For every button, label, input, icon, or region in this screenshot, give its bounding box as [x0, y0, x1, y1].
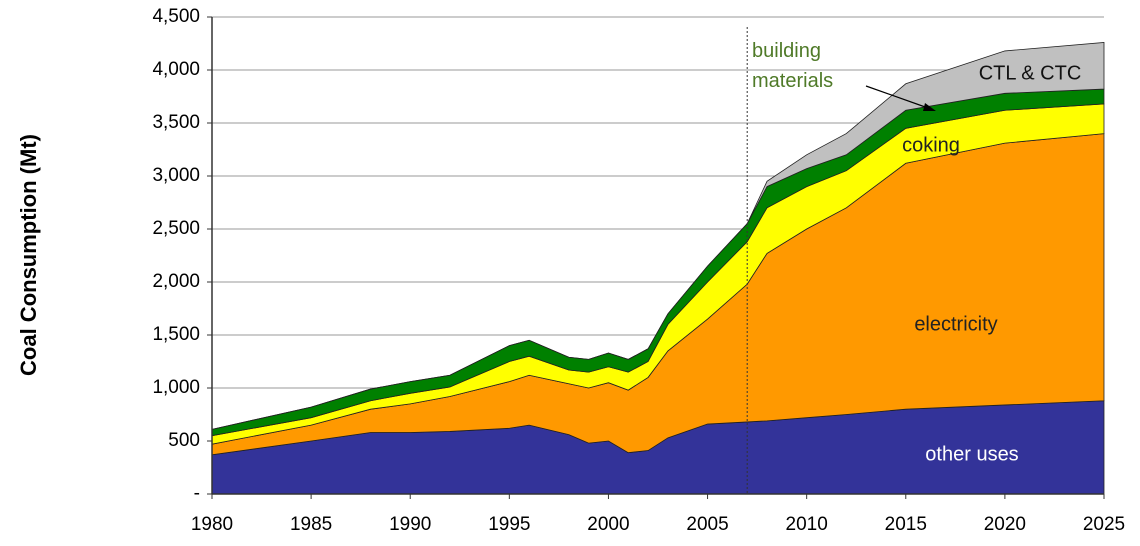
x-tick-label: 2015 [885, 514, 927, 535]
series-label: building materials [752, 40, 834, 92]
x-tick-label: 2000 [587, 514, 629, 535]
y-tick-label: 1,000 [152, 377, 200, 398]
x-tick-label: 1980 [191, 514, 233, 535]
y-tick-label: 500 [168, 430, 200, 451]
y-axis-label: Coal Consumption (Mt) [16, 134, 41, 376]
x-tick-label: 1985 [290, 514, 332, 535]
y-tick-label: 3,000 [152, 165, 200, 186]
y-tick-label: 3,500 [152, 112, 200, 133]
x-tick-label: 2020 [984, 514, 1026, 535]
series-label: coking [902, 134, 960, 156]
arrow-head [923, 103, 936, 111]
y-tick-label: 1,500 [152, 324, 200, 345]
y-tick-label: 2,000 [152, 271, 200, 292]
x-tick-label: 2010 [786, 514, 828, 535]
y-tick-label: 4,000 [152, 59, 200, 80]
x-tick-label: 1990 [389, 514, 431, 535]
area [211, 42, 1105, 430]
leader-line [865, 85, 929, 109]
series-label: other uses [925, 443, 1018, 465]
series-label: electricity [914, 313, 997, 335]
y-tick-label: 4,500 [152, 6, 200, 27]
series-label: CTL & CTC [979, 62, 1082, 84]
y-tick-label: 2,500 [152, 218, 200, 239]
x-tick-label: 2005 [686, 514, 728, 535]
y-tick-label: - [194, 483, 200, 504]
x-tick-label: 2025 [1083, 514, 1125, 535]
x-tick-label: 1995 [488, 514, 530, 535]
